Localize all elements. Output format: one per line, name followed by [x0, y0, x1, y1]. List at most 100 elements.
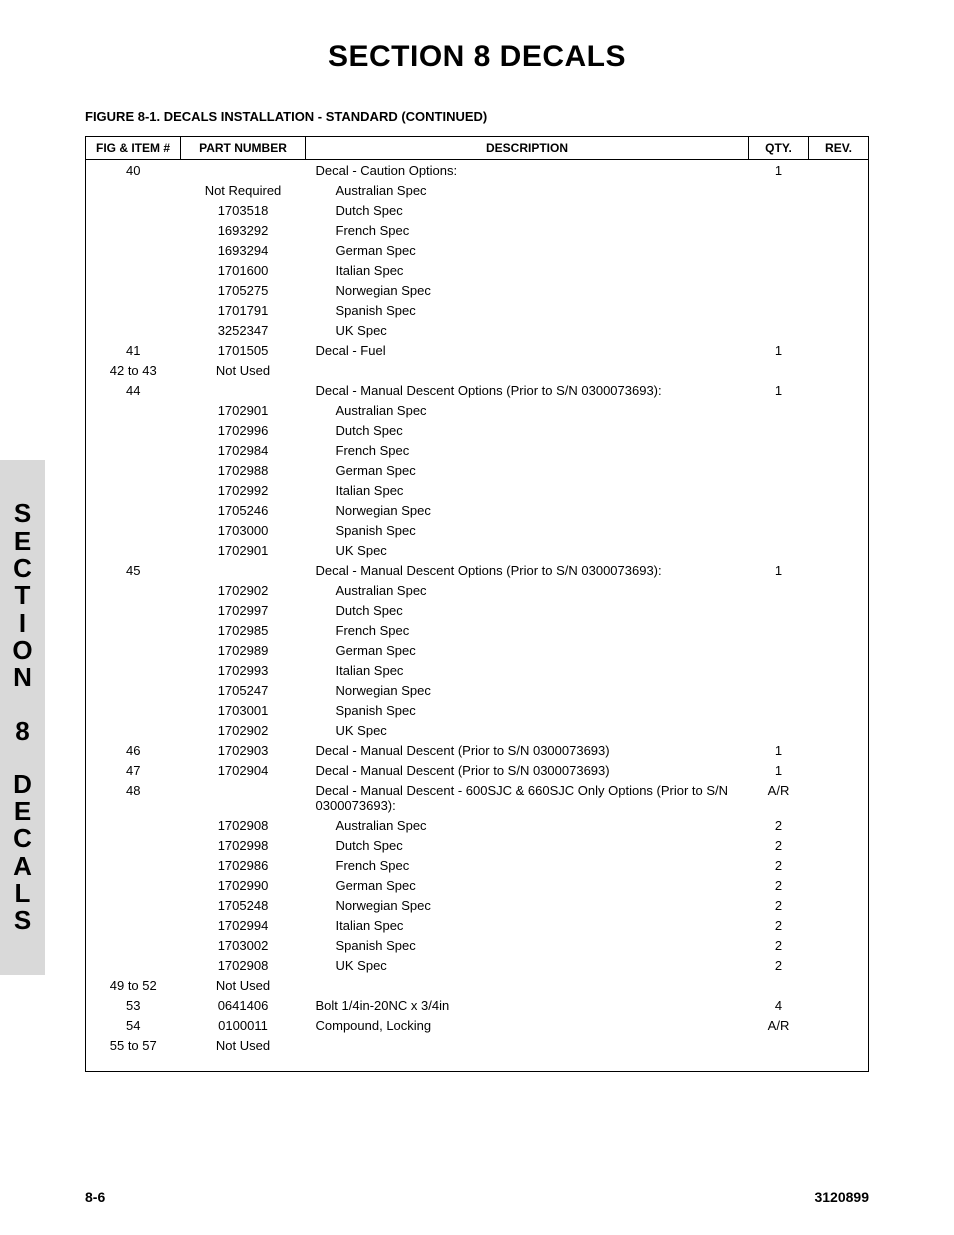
cell-fig: 45 — [86, 560, 181, 580]
cell-desc: Decal - Manual Descent (Prior to S/N 030… — [306, 760, 749, 780]
cell-desc: French Spec — [306, 220, 749, 240]
table-row: 1702997Dutch Spec — [86, 600, 869, 620]
cell-qty: 2 — [749, 875, 809, 895]
cell-fig — [86, 935, 181, 955]
cell-fig — [86, 815, 181, 835]
cell-rev — [809, 160, 869, 181]
cell-fig: 46 — [86, 740, 181, 760]
side-tab-letter: S — [14, 500, 31, 527]
cell-qty: 1 — [749, 380, 809, 400]
table-row: 1701600Italian Spec — [86, 260, 869, 280]
cell-desc: Dutch Spec — [306, 420, 749, 440]
cell-rev — [809, 995, 869, 1015]
side-tab-letter: C — [13, 555, 32, 582]
cell-rev — [809, 200, 869, 220]
cell-qty — [749, 640, 809, 660]
cell-rev — [809, 680, 869, 700]
cell-fig: 40 — [86, 160, 181, 181]
cell-fig — [86, 460, 181, 480]
figure-title: FIGURE 8-1. DECALS INSTALLATION - STANDA… — [85, 109, 869, 124]
cell-rev — [809, 300, 869, 320]
cell-desc: Italian Spec — [306, 480, 749, 500]
cell-fig — [86, 580, 181, 600]
cell-desc: UK Spec — [306, 720, 749, 740]
table-row: 1702902Australian Spec — [86, 580, 869, 600]
cell-fig — [86, 520, 181, 540]
table-row: 1705246Norwegian Spec — [86, 500, 869, 520]
cell-desc: Decal - Manual Descent Options (Prior to… — [306, 560, 749, 580]
side-tab: S E C T I O N 8 D E C A L S — [0, 460, 45, 975]
cell-fig — [86, 955, 181, 975]
cell-rev — [809, 480, 869, 500]
cell-desc: Bolt 1/4in-20NC x 3/4in — [306, 995, 749, 1015]
cell-rev — [809, 220, 869, 240]
table-row: 1702992Italian Spec — [86, 480, 869, 500]
side-tab-letter: 8 — [15, 718, 29, 745]
cell-rev — [809, 855, 869, 875]
side-tab-letter: I — [19, 610, 26, 637]
cell-fig — [86, 680, 181, 700]
cell-fig: 54 — [86, 1015, 181, 1035]
table-row: 3252347UK Spec — [86, 320, 869, 340]
cell-qty — [749, 500, 809, 520]
cell-qty: 1 — [749, 160, 809, 181]
table-row: 411701505Decal - Fuel1 — [86, 340, 869, 360]
cell-qty: 1 — [749, 740, 809, 760]
cell-fig — [86, 400, 181, 420]
cell-qty — [749, 220, 809, 240]
table-row: 48Decal - Manual Descent - 600SJC & 660S… — [86, 780, 869, 815]
cell-rev — [809, 360, 869, 380]
cell-desc: Norwegian Spec — [306, 895, 749, 915]
cell-desc: German Spec — [306, 875, 749, 895]
cell-rev — [809, 975, 869, 995]
table-row: 1705247Norwegian Spec — [86, 680, 869, 700]
cell-part: 1705275 — [181, 280, 306, 300]
cell-part: 0641406 — [181, 995, 306, 1015]
side-tab-letter: S — [14, 907, 31, 934]
cell-fig — [86, 320, 181, 340]
table-row: 49 to 52Not Used — [86, 975, 869, 995]
side-tab-letter: O — [12, 637, 32, 664]
cell-rev — [809, 815, 869, 835]
cell-qty — [749, 620, 809, 640]
cell-rev — [809, 180, 869, 200]
cell-desc: Australian Spec — [306, 180, 749, 200]
cell-qty — [749, 240, 809, 260]
cell-desc: French Spec — [306, 440, 749, 460]
cell-part: 1702904 — [181, 760, 306, 780]
cell-desc: Decal - Manual Descent Options (Prior to… — [306, 380, 749, 400]
cell-desc: UK Spec — [306, 540, 749, 560]
cell-rev — [809, 835, 869, 855]
cell-qty — [749, 200, 809, 220]
cell-desc: Spanish Spec — [306, 520, 749, 540]
cell-part: 0100011 — [181, 1015, 306, 1035]
cell-part: 1705246 — [181, 500, 306, 520]
table-row: 1705248Norwegian Spec2 — [86, 895, 869, 915]
cell-fig — [86, 855, 181, 875]
table-row: Not RequiredAustralian Spec — [86, 180, 869, 200]
cell-fig — [86, 260, 181, 280]
table-row: 1702990German Spec2 — [86, 875, 869, 895]
cell-fig — [86, 835, 181, 855]
cell-part: 1702997 — [181, 600, 306, 620]
table-row: 461702903Decal - Manual Descent (Prior t… — [86, 740, 869, 760]
table-row: 1705275Norwegian Spec — [86, 280, 869, 300]
cell-qty — [749, 420, 809, 440]
cell-part: 1702902 — [181, 580, 306, 600]
table-row: 1702985French Spec — [86, 620, 869, 640]
table-row: 1702993Italian Spec — [86, 660, 869, 680]
cell-fig — [86, 220, 181, 240]
cell-part: 1702988 — [181, 460, 306, 480]
cell-rev — [809, 440, 869, 460]
cell-part: 1702986 — [181, 855, 306, 875]
cell-rev — [809, 460, 869, 480]
footer-page-number: 8-6 — [85, 1189, 105, 1205]
cell-fig — [86, 240, 181, 260]
cell-fig — [86, 440, 181, 460]
cell-part: 1702994 — [181, 915, 306, 935]
cell-rev — [809, 260, 869, 280]
cell-part: 1701505 — [181, 340, 306, 360]
cell-desc: Dutch Spec — [306, 600, 749, 620]
cell-rev — [809, 660, 869, 680]
table-row: 42 to 43Not Used — [86, 360, 869, 380]
